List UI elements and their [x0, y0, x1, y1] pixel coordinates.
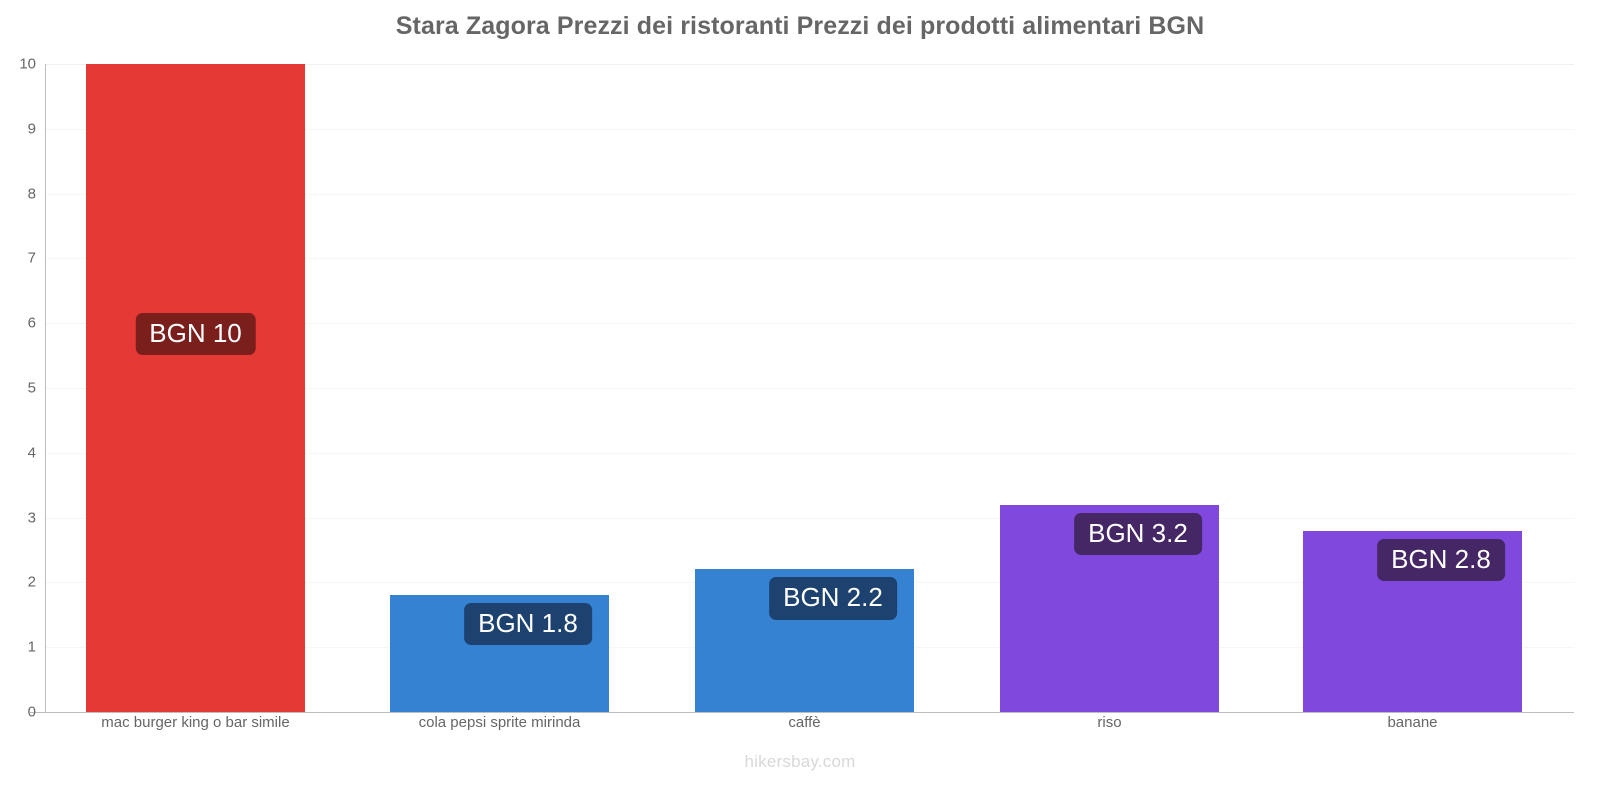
y-axis-tick-label: 0 — [27, 703, 36, 721]
y-axis-tick-label: 6 — [27, 314, 36, 332]
y-axis-tick-label: 3 — [27, 509, 36, 527]
chart-title: Stara Zagora Prezzi dei ristoranti Prezz… — [395, 12, 1205, 40]
y-axis-tick-label: 1 — [27, 638, 36, 656]
x-axis-category-label: mac burger king o bar simile — [101, 714, 290, 731]
y-axis-tick-label: 10 — [19, 55, 36, 73]
bar-value-label: BGN 1.8 — [464, 603, 592, 646]
x-axis-category-label: caffè — [788, 714, 821, 731]
bar-value-label: BGN 10 — [135, 313, 256, 356]
y-axis-tick-label: 7 — [27, 249, 36, 267]
gridline — [46, 517, 1574, 519]
bar-value-label: BGN 3.2 — [1074, 512, 1202, 555]
bar[interactable]: BGN 1.8 — [390, 595, 609, 712]
bar-value-label: BGN 2.8 — [1377, 538, 1505, 581]
bar[interactable]: BGN 2.8 — [1303, 530, 1522, 712]
x-axis-category-label: banane — [1387, 714, 1438, 731]
y-axis-tick-label: 9 — [27, 120, 36, 138]
bar-value-label: BGN 2.2 — [769, 577, 897, 620]
y-axis-tick-label: 5 — [27, 379, 36, 397]
bar[interactable]: BGN 10 — [86, 64, 305, 712]
gridline — [46, 323, 1574, 325]
gridline — [46, 258, 1574, 260]
gridline — [46, 193, 1574, 195]
y-axis-tick-label: 8 — [27, 185, 36, 203]
x-axis-line — [30, 712, 1574, 713]
gridline — [46, 128, 1574, 130]
footer-credit: hikersbay.com — [744, 752, 856, 771]
x-axis-category-label: cola pepsi sprite mirinda — [418, 714, 581, 731]
gridline — [46, 452, 1574, 454]
gridline — [46, 388, 1574, 389]
y-axis-line — [45, 64, 46, 713]
bar[interactable]: BGN 3.2 — [1000, 504, 1219, 712]
y-axis-tick-label: 4 — [27, 444, 36, 462]
y-axis-tick-label: 2 — [27, 573, 36, 591]
gridline — [46, 64, 1574, 65]
x-axis-category-label: riso — [1097, 714, 1122, 731]
bar[interactable]: BGN 2.2 — [695, 569, 914, 712]
